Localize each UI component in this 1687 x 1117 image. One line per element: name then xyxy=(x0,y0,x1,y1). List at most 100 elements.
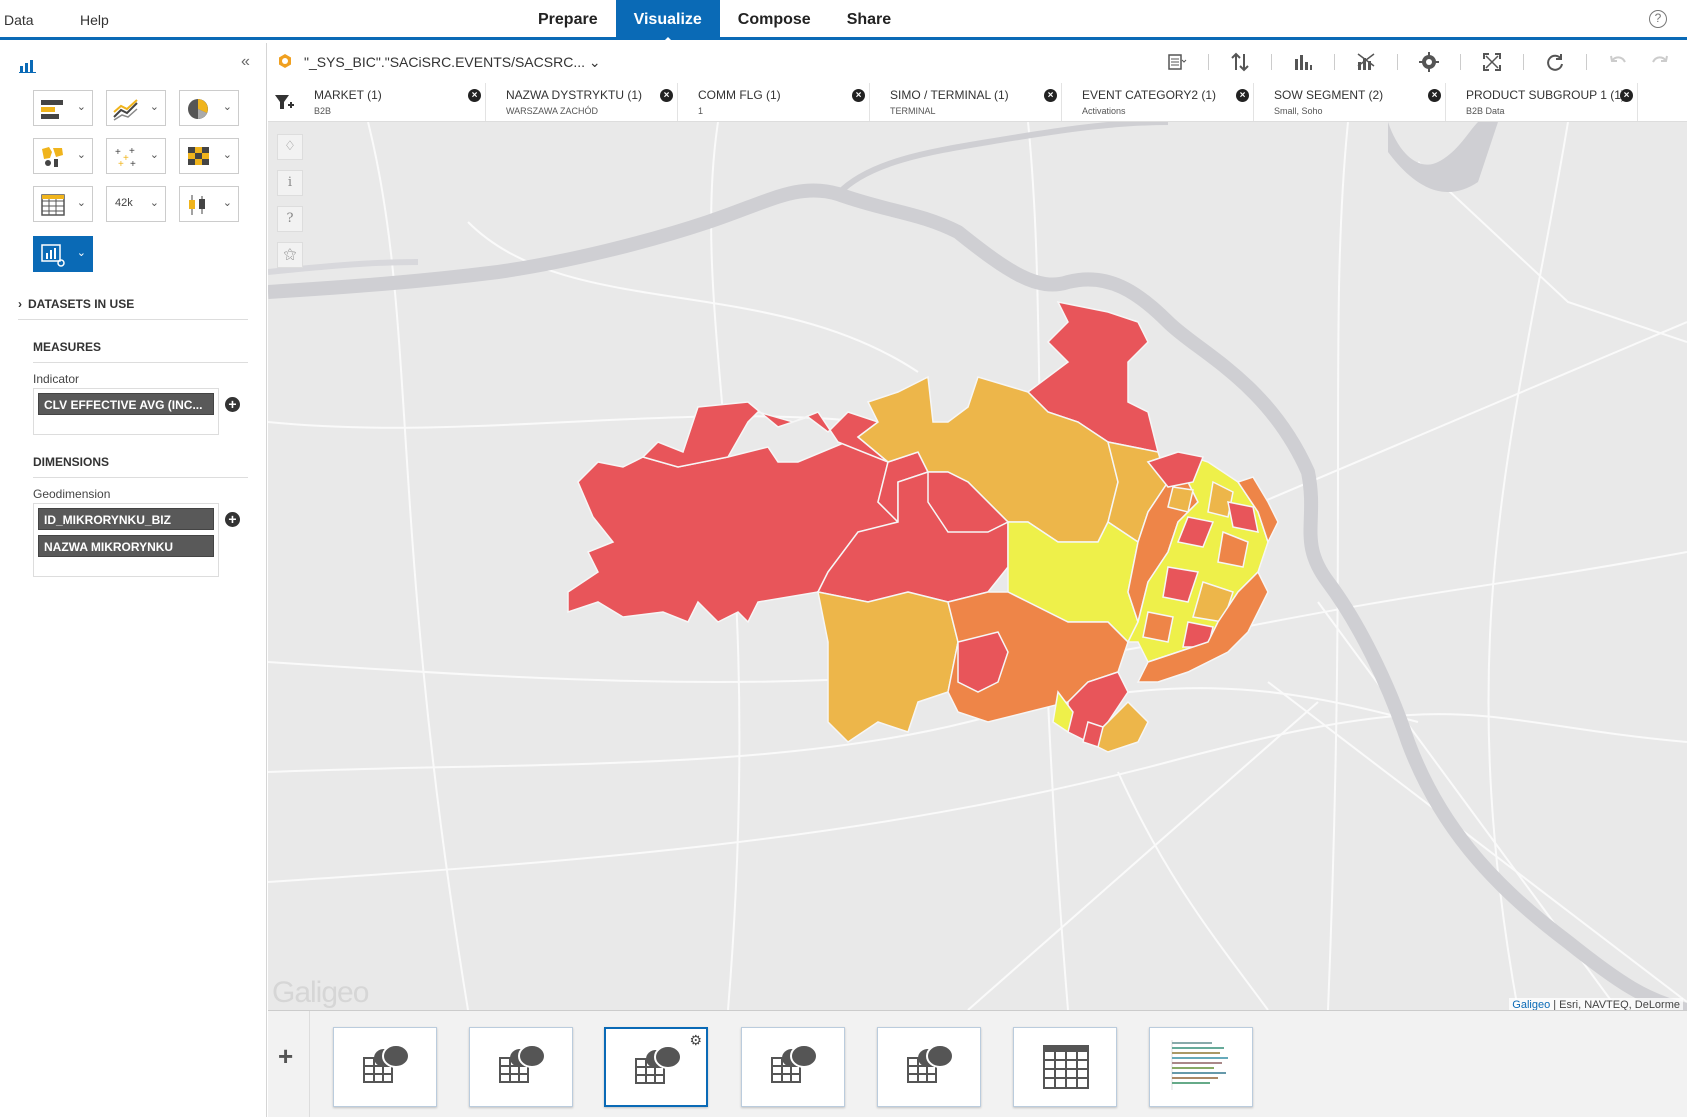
filter-chip-simo-terminal[interactable]: SIMO / TERMINAL (1) TERMINAL × xyxy=(880,83,1062,121)
close-icon[interactable]: × xyxy=(852,89,865,102)
filter-value: B2B Data xyxy=(1466,106,1505,116)
chevron-down-icon: ⌄ xyxy=(222,149,232,161)
page-thumbnail[interactable] xyxy=(877,1027,981,1107)
page-thumbnail[interactable] xyxy=(1149,1027,1253,1107)
filter-chip-market[interactable]: MARKET (1) B2B × xyxy=(304,83,486,121)
close-icon[interactable]: × xyxy=(468,89,481,102)
box-plot-picker[interactable]: ⌄ xyxy=(179,186,239,222)
close-icon[interactable]: × xyxy=(1236,89,1249,102)
indicator-dropzone[interactable]: CLV EFFECTIVE AVG (INC... xyxy=(33,388,219,435)
close-icon[interactable]: × xyxy=(660,89,673,102)
filter-chip-event-category[interactable]: EVENT CATEGORY2 (1) Activations × xyxy=(1072,83,1254,121)
dimension-pill[interactable]: NAZWA MIKRORYNKU xyxy=(38,535,214,557)
filter-chip-product-subgroup[interactable]: PRODUCT SUBGROUP 1 (1) B2B Data × xyxy=(1456,83,1638,121)
page-thumbnail[interactable] xyxy=(741,1027,845,1107)
region[interactable] xyxy=(1086,700,1149,753)
choropleth-regions[interactable] xyxy=(567,300,1279,753)
pie-chart-picker[interactable]: ⌄ xyxy=(179,90,239,126)
filter-tool-icon[interactable]: ⚝ xyxy=(277,242,303,268)
region[interactable] xyxy=(1217,530,1249,568)
undo-icon[interactable] xyxy=(1607,51,1629,73)
indicator-pill[interactable]: CLV EFFECTIVE AVG (INC... xyxy=(38,393,214,415)
chevron-down-icon: ⌄ xyxy=(149,101,159,113)
filter-chip-sow-segment[interactable]: SOW SEGMENT (2) Small, Soho × xyxy=(1264,83,1446,121)
tab-prepare[interactable]: Prepare xyxy=(538,11,598,28)
dataset-selector[interactable]: "_SYS_BIC"."SACiSRC.EVENTS/SACSRC... ⌄ xyxy=(304,54,601,71)
table-icon xyxy=(1043,1045,1089,1089)
add-page-button[interactable]: + xyxy=(278,1041,294,1071)
geo-map-icon xyxy=(363,1044,410,1083)
rank-icon[interactable] xyxy=(1292,51,1314,73)
region[interactable] xyxy=(1176,516,1215,548)
filter-value: WARSZAWA ZACHÓD xyxy=(506,106,598,116)
region[interactable] xyxy=(1236,476,1279,544)
dimension-pill[interactable]: ID_MIKRORYNKU_BIZ xyxy=(38,508,214,530)
filter-value: B2B xyxy=(314,106,332,116)
numeric-point-picker[interactable]: 42k ⌄ xyxy=(106,186,166,222)
main-tabs: Prepare Visualize Compose Share xyxy=(520,0,909,43)
refresh-icon[interactable] xyxy=(1544,51,1566,73)
page-thumbnail-active[interactable]: ⚙ xyxy=(604,1027,708,1107)
collapse-panel-icon[interactable]: « xyxy=(241,53,250,70)
geodimension-dropzone[interactable]: ID_MIKRORYNKU_BIZ NAZWA MIKRORYNKU xyxy=(33,503,219,577)
info-icon[interactable]: i xyxy=(277,170,303,196)
close-icon[interactable]: × xyxy=(1428,89,1441,102)
chart-type-icon[interactable] xyxy=(1355,51,1377,73)
table-picker[interactable]: ⌄ xyxy=(33,186,93,222)
region[interactable] xyxy=(1207,480,1234,518)
scatter-chart-picker[interactable]: + + + + + ⌄ xyxy=(106,138,166,174)
page-thumbnail[interactable] xyxy=(333,1027,437,1107)
add-dimension-icon[interactable]: + xyxy=(225,512,240,527)
region[interactable] xyxy=(957,631,1009,693)
geo-map-icon xyxy=(907,1044,954,1083)
page-thumbnail[interactable] xyxy=(469,1027,573,1107)
gear-icon[interactable]: ⚙ xyxy=(689,1032,702,1048)
geo-map-picker[interactable]: ⌄ xyxy=(33,138,93,174)
add-measure-icon[interactable]: + xyxy=(225,397,240,412)
redo-icon[interactable] xyxy=(1649,51,1671,73)
layers-icon[interactable]: ♢ xyxy=(277,134,303,160)
region[interactable] xyxy=(1052,690,1074,734)
geo-map-icon xyxy=(42,147,63,167)
region[interactable] xyxy=(1067,671,1129,743)
geo-map[interactable]: ♢ i ? ⚝ Galigeo Galigeo | Esri, NAVTEQ, … xyxy=(268,122,1687,1010)
page-thumbnail[interactable] xyxy=(1013,1027,1117,1107)
region[interactable] xyxy=(1082,721,1104,748)
gear-icon[interactable] xyxy=(1418,51,1440,73)
fullscreen-icon[interactable] xyxy=(1481,51,1503,73)
help-icon[interactable]: ? xyxy=(277,206,303,232)
menu-data[interactable]: Data xyxy=(4,12,34,28)
attribution-link[interactable]: Galigeo xyxy=(1512,999,1551,1010)
region[interactable] xyxy=(817,591,959,743)
close-icon[interactable]: × xyxy=(1044,89,1057,102)
region[interactable] xyxy=(1227,501,1259,533)
tab-share[interactable]: Share xyxy=(846,11,892,28)
top-bar: Data Help Prepare Visualize Compose Shar… xyxy=(0,0,1687,43)
bar-chart-picker[interactable]: ⌄ xyxy=(33,90,93,126)
menu-help[interactable]: Help xyxy=(80,12,109,28)
datasets-in-use-header[interactable]: › DATASETS IN USE xyxy=(18,297,248,320)
sort-icon[interactable] xyxy=(1229,51,1251,73)
close-icon[interactable]: × xyxy=(1620,89,1633,102)
region[interactable] xyxy=(1167,486,1194,513)
map-tools: ♢ i ? ⚝ xyxy=(277,134,303,278)
map-canvas[interactable] xyxy=(268,122,1687,1010)
chevron-down-icon: ⌄ xyxy=(588,54,601,70)
region[interactable] xyxy=(1146,451,1205,488)
tab-visualize[interactable]: Visualize xyxy=(615,0,720,43)
custom-chart-picker[interactable]: ⌄ xyxy=(33,236,93,272)
chart-builder-icon[interactable] xyxy=(19,57,37,73)
region[interactable] xyxy=(1162,566,1199,603)
filter-chip-district[interactable]: NAZWA DYSTRYKTU (1) WARSZAWA ZACHÓD × xyxy=(496,83,678,121)
region[interactable] xyxy=(1136,570,1269,683)
line-chart-picker[interactable]: ⌄ xyxy=(106,90,166,126)
settings-list-icon[interactable] xyxy=(1166,51,1188,73)
help-icon[interactable]: ? xyxy=(1649,10,1667,28)
region[interactable] xyxy=(567,436,900,624)
chevron-down-icon: ⌄ xyxy=(149,197,159,209)
add-filter-icon[interactable] xyxy=(274,92,294,112)
heatmap-picker[interactable]: ⌄ xyxy=(179,138,239,174)
filter-chip-comm-flg[interactable]: COMM FLG (1) 1 × xyxy=(688,83,870,121)
tab-compose[interactable]: Compose xyxy=(737,11,811,28)
region[interactable] xyxy=(1142,611,1174,643)
